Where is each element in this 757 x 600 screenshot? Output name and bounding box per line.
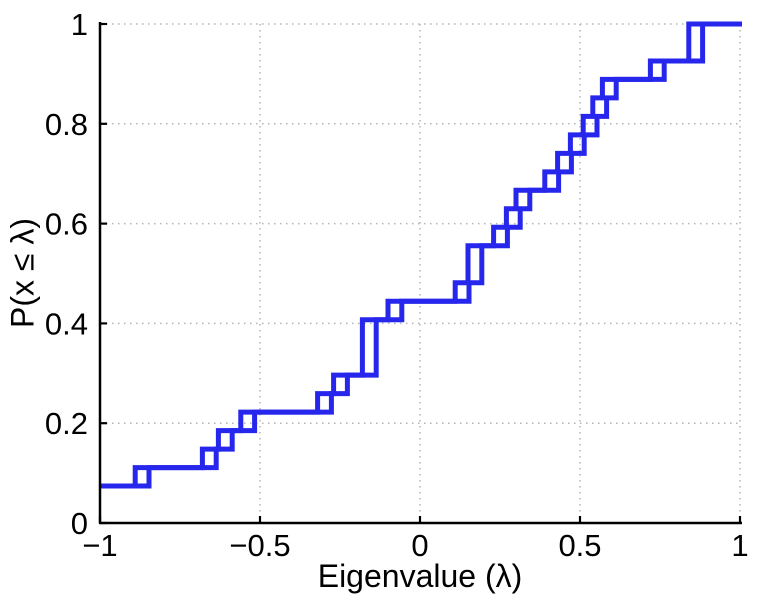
y-axis-label: P(x ≤ λ) <box>4 218 41 328</box>
x-axis-label: Eigenvalue (λ) <box>317 558 523 594</box>
ecdf-step-line <box>100 21 742 489</box>
x-tick-label: 0.5 <box>558 528 601 563</box>
x-tick-label: 1 <box>731 528 748 563</box>
ecdf-step-line-shifted <box>100 21 742 489</box>
ecdf-curves <box>100 21 742 489</box>
x-tick-label: −1 <box>82 528 117 563</box>
y-tick-label: 0.2 <box>45 406 88 441</box>
y-tick-label: 0.4 <box>45 306 88 341</box>
y-tick-label: 1 <box>71 7 88 42</box>
grid <box>100 23 741 523</box>
y-tick-label: 0.6 <box>45 207 88 242</box>
x-tick-label: 0 <box>411 528 428 563</box>
y-tick-label: 0.8 <box>45 107 88 142</box>
x-tick-label: −0.5 <box>229 528 290 563</box>
tick-labels: −1 −0.5 0 0.5 1 0 0.2 0.4 0.6 0.8 1 <box>45 7 749 563</box>
y-tick-label: 0 <box>71 506 88 541</box>
ticks <box>98 22 742 525</box>
